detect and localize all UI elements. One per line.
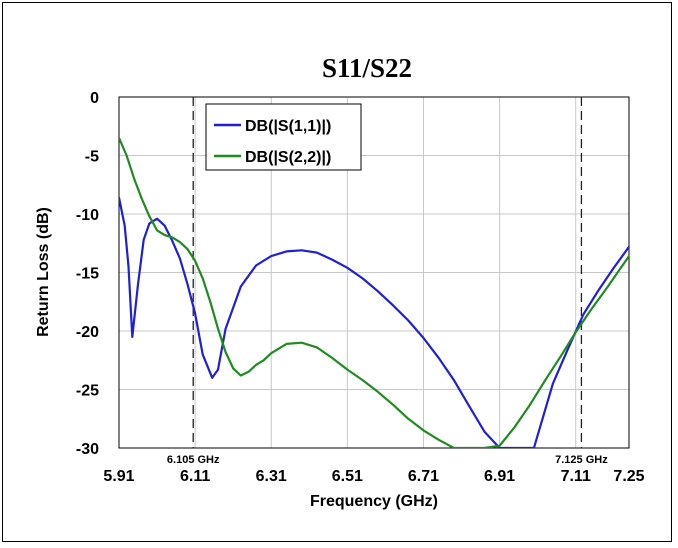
legend-box [205,103,362,171]
legend-label-s11: DB(|S(1,1)|) [245,118,331,135]
frequency-markers: 6.105 GHz 7.125 GHz [167,97,608,466]
x-tick-label: 6.31 [256,468,287,485]
x-tick-label: 7.25 [613,468,644,485]
x-tick-label: 6.51 [332,468,363,485]
y-tick-label: -15 [76,266,99,283]
series-line-s22 [119,136,629,448]
y-axis-label: Return Loss (dB) [35,207,52,337]
chart-title: S11/S22 [322,53,412,83]
x-axis-ticks: 5.91 6.11 6.31 6.51 6.71 6.91 7.11 7.25 [103,468,644,485]
y-tick-label: 0 [90,90,99,107]
y-tick-label: -20 [76,324,99,341]
plot-area [118,96,630,449]
series-line-s11 [119,196,629,448]
x-tick-label: 6.91 [484,468,515,485]
grid [119,97,629,448]
x-tick-label: 6.71 [408,468,439,485]
x-tick-label: 6.11 [180,468,210,485]
x-axis-label: Frequency (GHz) [310,493,438,510]
x-tick-label: 5.91 [103,468,134,485]
marker-label: 6.105 GHz [167,454,220,466]
y-tick-label: -5 [85,149,99,166]
series-lines [119,136,629,448]
legend: DB(|S(1,1)|) DB(|S(2,2)|) [205,103,362,171]
legend-label-s22: DB(|S(2,2)|) [245,149,331,166]
x-tick-label: 7.11 [561,468,591,485]
y-tick-label: -25 [76,383,99,400]
marker-label: 7.125 GHz [555,454,608,466]
y-axis-ticks: 0 -5 -10 -15 -20 -25 -30 [76,90,99,458]
y-tick-label: -30 [76,441,99,458]
y-tick-label: -10 [76,207,99,224]
